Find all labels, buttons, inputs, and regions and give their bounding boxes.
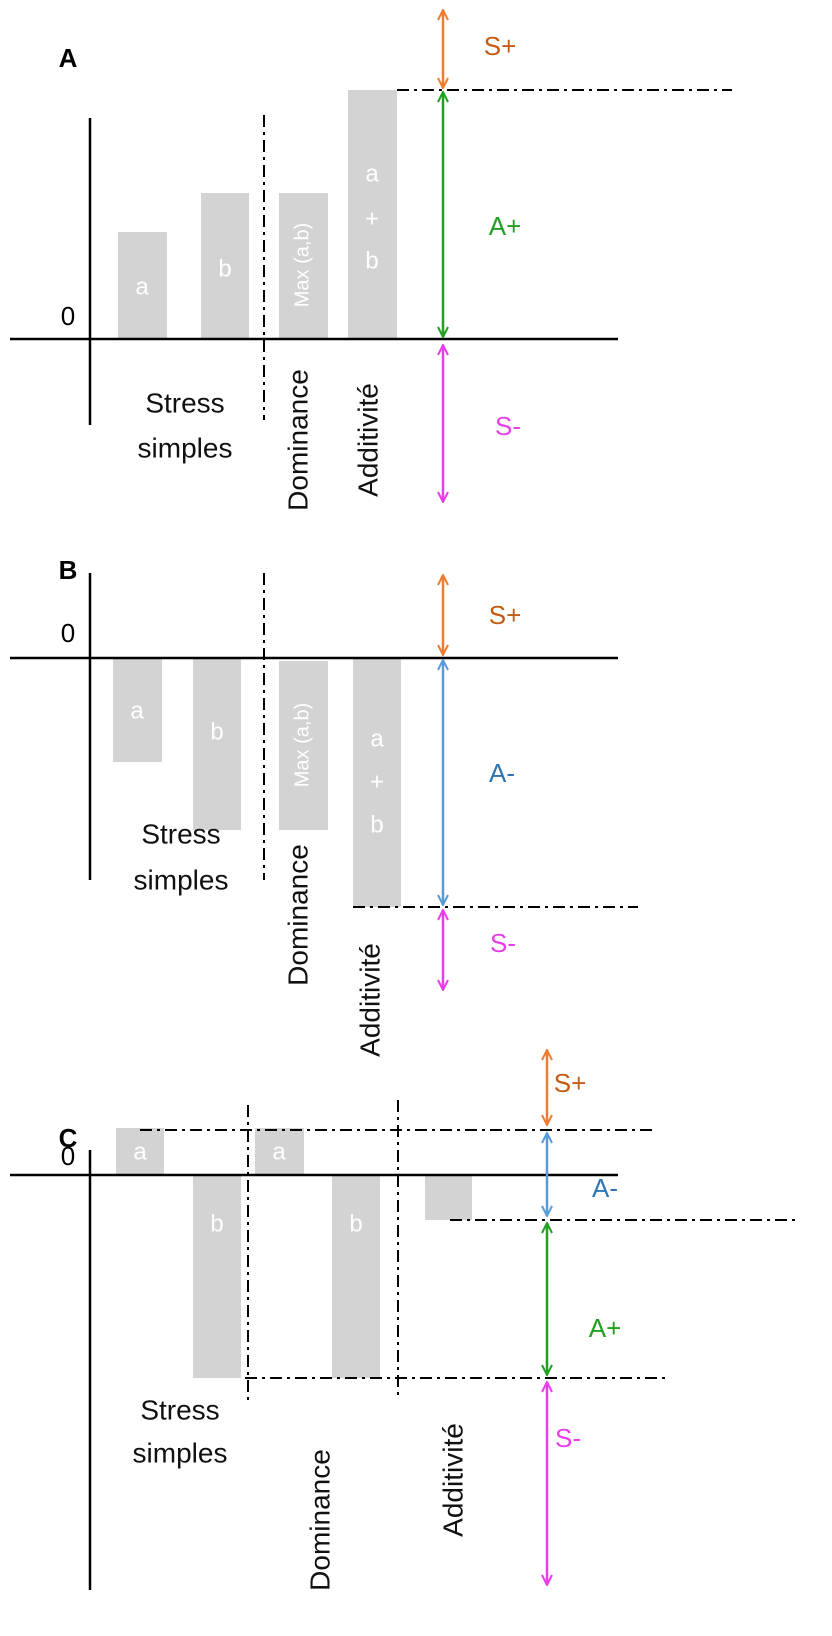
bar-label: a: [370, 725, 384, 752]
arrow-label: A+: [489, 211, 522, 241]
group-label: Dominance: [304, 1449, 335, 1591]
group-label: simples: [134, 864, 229, 895]
group-label: Stress: [141, 818, 220, 849]
bar: [348, 90, 397, 339]
group-label: Dominance: [282, 369, 313, 511]
arrow-label: A-: [592, 1173, 618, 1203]
bar-label: b: [365, 247, 378, 274]
panel-label: C: [59, 1123, 78, 1153]
group-label: simples: [133, 1437, 228, 1468]
zero-label: 0: [61, 1141, 75, 1171]
group-label: Additivité: [437, 1423, 468, 1537]
bar-label: a: [130, 697, 144, 724]
bar-label: +: [370, 768, 384, 795]
bar-label: a: [135, 273, 149, 300]
bar: [113, 658, 162, 762]
arrow-label: A-: [489, 758, 515, 788]
zero-label: 0: [61, 301, 75, 331]
panel-label: A: [59, 43, 78, 73]
arrow-label: A+: [589, 1313, 622, 1343]
group-label: Dominance: [282, 844, 313, 986]
group-label: simples: [138, 432, 233, 463]
zero-label: 0: [61, 618, 75, 648]
bar-label: b: [210, 1210, 223, 1237]
panel-label: B: [59, 555, 78, 585]
bar: [332, 1175, 380, 1378]
bar: [425, 1175, 472, 1220]
bar-label: b: [218, 255, 231, 282]
bar: [193, 658, 241, 830]
arrow-label: S-: [490, 928, 516, 958]
bar-label: a: [133, 1138, 147, 1165]
arrow-label: S-: [555, 1423, 581, 1453]
group-label: Stress: [145, 387, 224, 418]
group-label: Additivité: [354, 943, 385, 1057]
bar: [353, 658, 401, 907]
arrow-label: S+: [484, 31, 517, 61]
group-label: Additivité: [352, 383, 383, 497]
bar-label: b: [210, 718, 223, 745]
bar-label: a: [272, 1138, 286, 1165]
bar-label: b: [349, 1210, 362, 1237]
bar: [255, 1128, 304, 1175]
bar-label: Max (a,b): [291, 703, 313, 787]
arrow-label: S+: [554, 1068, 587, 1098]
bar-label: +: [365, 205, 379, 232]
bar-label: Max (a,b): [291, 223, 313, 307]
bar: [279, 193, 328, 339]
bar: [118, 232, 167, 339]
bar-label: b: [370, 811, 383, 838]
arrow-label: S+: [489, 600, 522, 630]
bar: [193, 1175, 241, 1378]
group-label: Stress: [140, 1394, 219, 1425]
arrow-label: S-: [495, 411, 521, 441]
bar: [201, 193, 249, 339]
bar: [279, 661, 328, 830]
bar-label: a: [365, 160, 379, 187]
bar: [116, 1128, 164, 1175]
